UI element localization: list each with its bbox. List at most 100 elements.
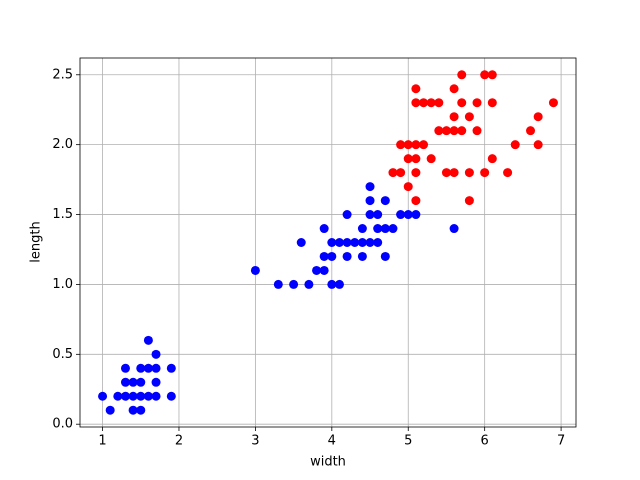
point — [334, 279, 344, 289]
point — [365, 238, 375, 247]
point — [487, 98, 497, 108]
point — [342, 251, 352, 261]
x-axis-label: width — [310, 455, 346, 470]
point — [151, 363, 161, 373]
point — [350, 238, 360, 247]
point — [296, 238, 306, 247]
point — [411, 154, 421, 164]
point — [411, 140, 421, 150]
point — [411, 196, 421, 206]
point — [120, 391, 130, 401]
point — [342, 238, 352, 247]
point — [380, 251, 390, 261]
point — [319, 265, 329, 275]
point — [136, 391, 146, 401]
point — [403, 140, 413, 150]
x-tick-label: 5 — [404, 434, 412, 449]
point — [136, 405, 146, 415]
point — [128, 405, 138, 415]
point — [457, 126, 467, 136]
point — [143, 363, 153, 373]
point — [548, 98, 558, 108]
point — [396, 140, 406, 150]
y-tick-label: 1.5 — [52, 207, 73, 222]
point — [327, 279, 337, 289]
point — [434, 98, 444, 108]
x-tick-label: 6 — [481, 434, 489, 449]
point — [426, 154, 436, 164]
point — [289, 279, 299, 289]
point — [380, 196, 390, 206]
y-tick-label: 1.0 — [52, 277, 73, 292]
point — [365, 182, 375, 192]
x-tick-label: 1 — [98, 434, 106, 449]
point — [151, 349, 161, 359]
point — [419, 98, 429, 108]
point — [273, 279, 283, 289]
point — [388, 224, 398, 234]
x-tick-label: 7 — [557, 434, 565, 449]
point — [151, 377, 161, 387]
point — [319, 251, 329, 261]
point — [166, 363, 176, 373]
point — [510, 140, 520, 150]
point — [472, 126, 482, 136]
x-tick-label: 3 — [251, 434, 259, 449]
point — [480, 168, 490, 178]
point — [120, 363, 130, 373]
point — [143, 391, 153, 401]
point — [396, 210, 406, 220]
point — [457, 98, 467, 108]
point — [403, 154, 413, 164]
point — [304, 279, 314, 289]
x-tick-label: 4 — [328, 434, 336, 449]
point — [411, 84, 421, 94]
point — [434, 126, 444, 136]
point — [342, 210, 352, 220]
point — [357, 251, 367, 261]
point — [441, 168, 451, 178]
y-tick-label: 2.5 — [52, 67, 73, 82]
y-tick-label: 0.0 — [52, 417, 73, 432]
point — [120, 377, 130, 387]
point — [136, 363, 146, 373]
point — [357, 224, 367, 234]
point — [449, 168, 459, 178]
point — [449, 112, 459, 122]
point — [128, 377, 138, 387]
point — [464, 168, 474, 178]
point — [533, 112, 543, 122]
point — [327, 238, 337, 247]
point — [503, 168, 513, 178]
point — [526, 126, 536, 136]
point — [449, 224, 459, 234]
point — [334, 238, 344, 247]
point — [449, 126, 459, 136]
point — [457, 70, 467, 80]
point — [403, 182, 413, 192]
point — [411, 168, 421, 178]
point — [464, 196, 474, 206]
point — [365, 196, 375, 206]
point — [151, 391, 161, 401]
point — [143, 335, 153, 345]
point — [98, 391, 108, 401]
point — [312, 265, 322, 275]
point — [373, 210, 383, 220]
point — [449, 84, 459, 94]
point — [487, 154, 497, 164]
point — [373, 238, 383, 247]
point — [319, 224, 329, 234]
y-tick-label: 2.0 — [52, 137, 73, 152]
point — [396, 168, 406, 178]
point — [380, 224, 390, 234]
point — [136, 377, 146, 387]
point — [327, 251, 337, 261]
point — [250, 265, 260, 275]
plot-frame — [79, 57, 577, 428]
point — [357, 238, 367, 247]
point — [487, 70, 497, 80]
point — [472, 98, 482, 108]
